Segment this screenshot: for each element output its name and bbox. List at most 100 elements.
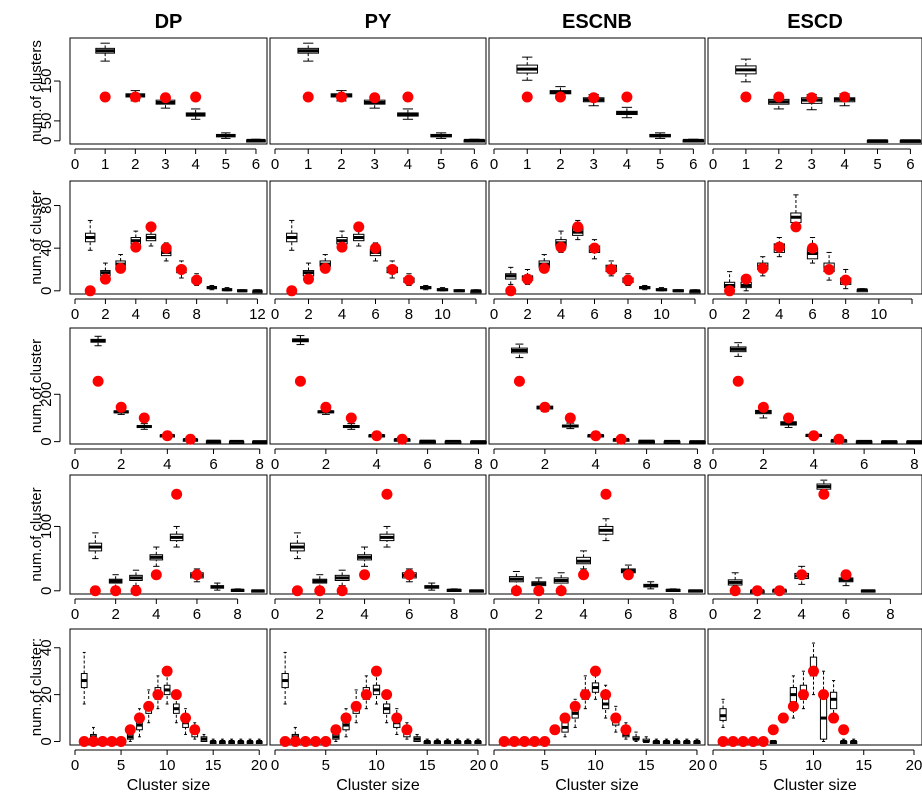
x-tick-label: 8 [192,306,200,323]
boxplot [463,138,486,143]
boxplot [470,289,482,294]
x-tick-label: 10 [871,306,888,323]
observed-point [510,585,522,597]
x-tick-label: 4 [152,606,160,623]
observed-point [353,221,365,233]
observed-point [727,735,739,747]
panel-frame [707,474,922,595]
observed-point [143,700,155,712]
x-tick-label: 4 [840,156,848,173]
observed-point [191,274,203,286]
observed-point [559,712,571,724]
observed-point [184,433,196,445]
panel-frame [269,37,487,145]
observed-point [87,735,99,747]
observed-point [579,689,591,701]
observed-point [330,724,342,736]
observed-point [589,665,601,677]
observed-point [371,430,383,442]
boxplot [829,680,838,719]
observed-point [190,91,202,103]
observed-point [806,92,818,104]
x-tick-label: 4 [798,606,806,623]
x-tick-label: 0 [271,156,279,173]
x-tick-label: 6 [423,456,431,473]
observed-point [152,689,164,701]
boxplot [652,738,661,744]
boxplot [219,738,226,744]
x-tick-label: 15 [855,757,872,774]
x-tick-label: 5 [322,757,330,774]
x-tick-label: 6 [624,606,632,623]
panel-escd-row-1: 0 1 2 3 4 5 6 [707,37,922,173]
x-tick-label: 8 [256,456,264,473]
boxplot [866,139,889,143]
observed-point [518,735,530,747]
observed-point [555,241,567,253]
x-tick-label: 0 [271,456,279,473]
observed-point [171,488,183,500]
y-tick-label: 0 [38,737,55,745]
x-tick-label: 15 [419,757,436,774]
observed-point [588,92,600,104]
observed-point [130,241,142,253]
boxplot [420,284,432,291]
observed-point [605,263,617,275]
x-axis-label: Cluster size [555,777,639,794]
observed-point [402,91,414,103]
observed-point [615,433,627,445]
y-axis-label: num.of cluster: [28,638,45,736]
observed-point [170,689,182,701]
x-tick-label: 6 [371,306,379,323]
boxplot [769,739,777,744]
boxplot [729,342,747,357]
x-tick-label: 3 [590,156,598,173]
x-tick-label: 3 [808,156,816,173]
panel-frame [707,180,922,295]
y-tick-label: 20 [38,686,55,703]
x-tick-label: 6 [405,606,413,623]
x-tick-label: 0 [490,757,498,774]
x-tick-label: 5 [437,156,445,173]
observed-point [521,91,533,103]
x-tick-label: 4 [775,306,783,323]
boxplot [209,738,217,744]
observed-point [757,735,769,747]
x-tick-label: 10 [587,757,604,774]
boxplot [221,287,233,292]
x-tick-label: 2 [535,606,543,623]
observed-point [78,735,90,747]
observed-point [89,585,101,597]
observed-point [386,263,398,275]
boxplot [464,738,472,744]
observed-point [513,375,525,387]
boxplot [689,289,701,294]
column-title-dp: DP [155,11,183,33]
boxplot [642,736,650,743]
boxplot [655,287,668,292]
x-tick-label: 8 [910,456,918,473]
observed-point [737,735,749,747]
boxplot [469,589,484,593]
x-tick-label: 1 [742,156,750,173]
observed-point [160,242,172,254]
y-axis-label: num.of cluster [28,190,45,284]
panel-frame [269,474,487,595]
x-tick-label: 6 [209,456,217,473]
panel-frame [269,180,487,295]
boxplot [638,439,655,444]
observed-point [533,585,545,597]
observed-point [797,689,809,701]
observed-point [161,665,173,677]
x-tick-label: 6 [842,606,850,623]
x-tick-label: 5 [759,757,767,774]
panel-py-row-1: 0 1 2 3 4 5 6 [269,37,487,173]
boxplot [292,335,309,346]
panel-frame [707,37,922,145]
observed-point [600,689,612,701]
x-tick-label: 0 [271,757,279,774]
panel-frame [69,327,268,445]
observed-point [717,735,729,747]
observed-point [340,712,352,724]
x-tick-label: 4 [338,306,346,323]
